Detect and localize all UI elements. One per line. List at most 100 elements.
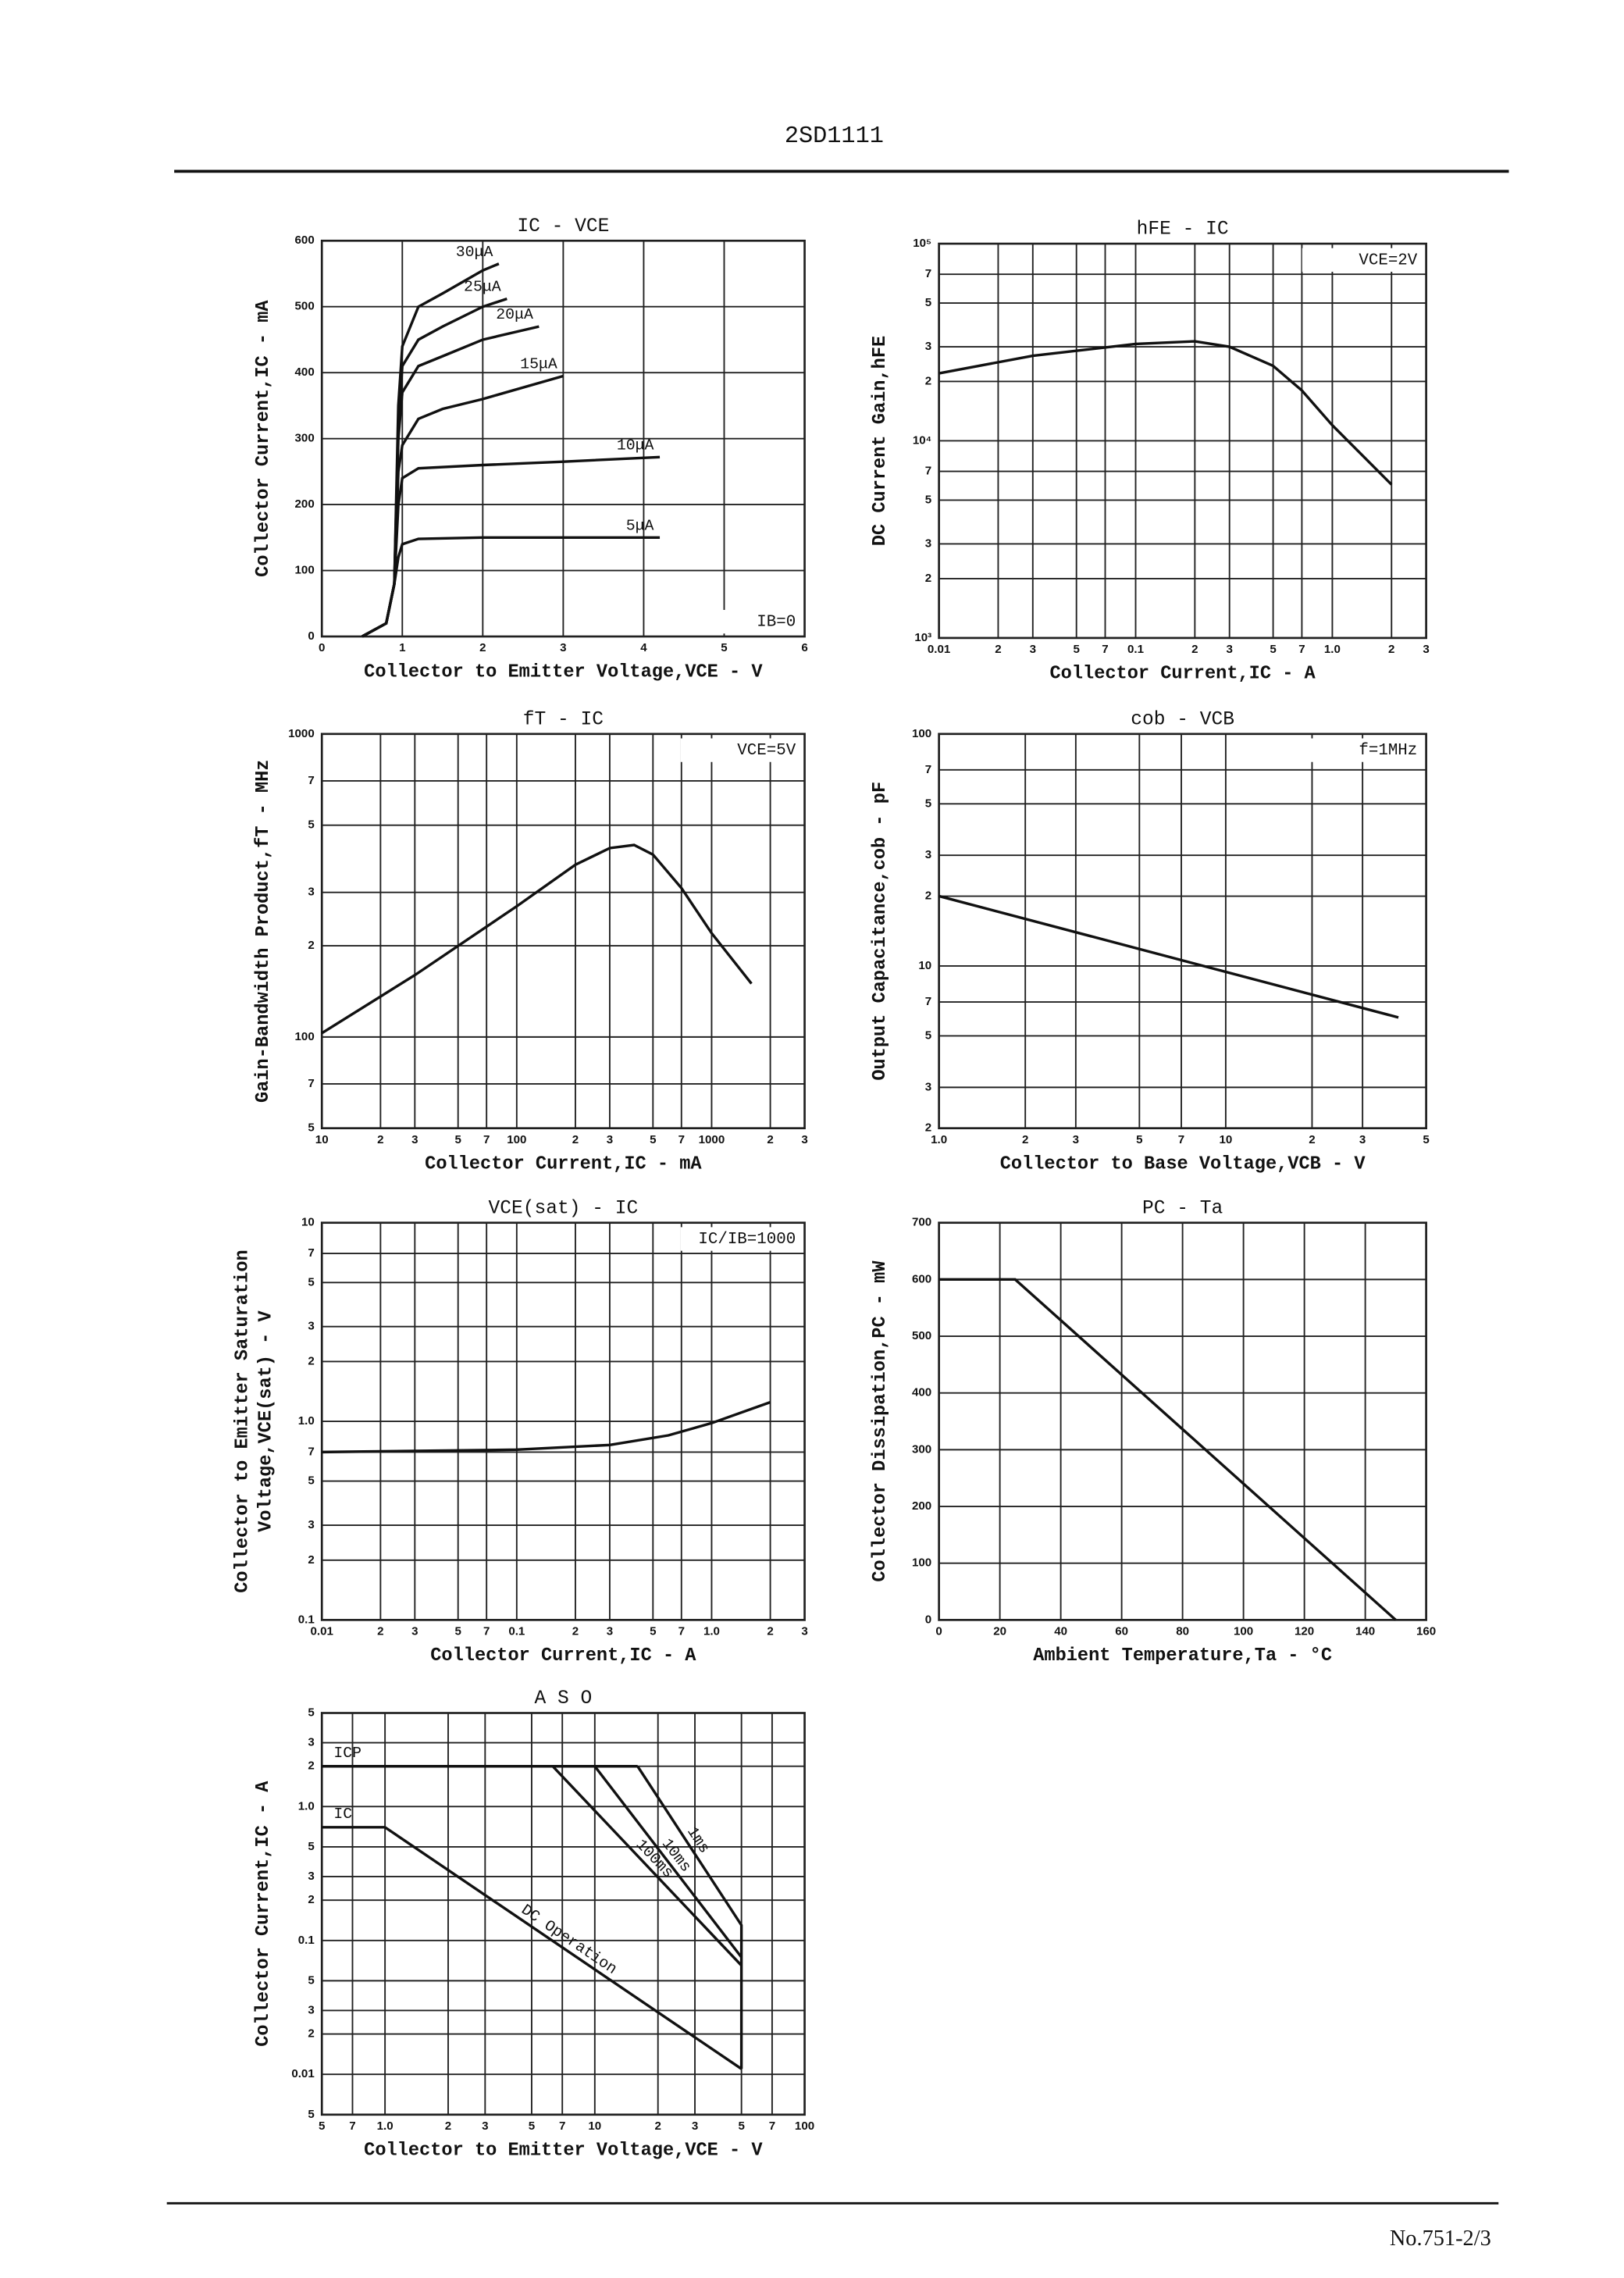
- y-tick-label: 1000: [288, 727, 315, 740]
- y-tick-label: 2: [925, 889, 931, 903]
- x-tick-label: 3: [560, 641, 566, 654]
- x-tick-label: 5: [1073, 643, 1079, 656]
- y-tick-label: 2: [925, 1121, 931, 1135]
- y-tick-label: 1.0: [298, 1414, 315, 1428]
- curve: [321, 843, 753, 1035]
- x-axis-label: Collector Current,IC - A: [430, 1645, 696, 1667]
- x-tick-label: 2: [1022, 1133, 1028, 1146]
- y-tick-label: 0.1: [298, 1934, 315, 1947]
- x-tick-label: 2: [995, 643, 1001, 656]
- chart-title: IC - VCE: [517, 216, 609, 237]
- x-tick-label: 100: [507, 1133, 526, 1146]
- x-tick-label: 5: [319, 2119, 325, 2133]
- y-tick-label: 2: [308, 2027, 314, 2041]
- y-tick-label: 200: [295, 497, 315, 511]
- x-tick-label: 0.01: [311, 1624, 333, 1638]
- chart-title: hFE - IC: [1137, 219, 1229, 241]
- x-tick-label: 7: [1298, 643, 1305, 656]
- y-tick-label: 400: [912, 1386, 931, 1399]
- x-axis-label: Collector Current,IC - A: [1049, 664, 1316, 685]
- y-tick-label: 2: [925, 374, 931, 387]
- x-tick-label: 2: [767, 1133, 773, 1146]
- y-tick-label: 3: [308, 2003, 314, 2016]
- x-tick-label: 1.0: [377, 2119, 394, 2133]
- y-tick-label: 300: [912, 1442, 931, 1456]
- y-tick-label: 10⁴: [913, 433, 931, 447]
- y-tick-label: 10³: [914, 631, 931, 644]
- x-tick-label: 7: [483, 1133, 490, 1146]
- y-tick-label: 5: [308, 2108, 314, 2121]
- x-tick-label: 2: [1388, 643, 1394, 656]
- x-tick-label: 3: [482, 2119, 488, 2133]
- y-axis-label: Voltage,VCE(sat) - V: [256, 1310, 277, 1531]
- chart-title: A S O: [535, 1688, 593, 1709]
- y-tick-label: 200: [912, 1499, 931, 1513]
- y-tick-label: 1.0: [298, 1799, 315, 1813]
- x-tick-label: 2: [572, 1624, 579, 1638]
- x-tick-label: 7: [559, 2119, 565, 2133]
- y-tick-label: 0: [308, 629, 314, 643]
- x-tick-label: 40: [1054, 1624, 1067, 1638]
- x-axis-label: Collector to Emitter Voltage,VCE - V: [364, 662, 763, 683]
- x-tick-label: 2: [1191, 643, 1198, 656]
- y-tick-label: 5: [308, 1706, 314, 1719]
- annotation-box: [1302, 738, 1421, 762]
- y-tick-label: 3: [925, 537, 931, 550]
- x-tick-label: 3: [1030, 643, 1036, 656]
- y-axis-label: Gain-Bandwidth Product,fT - MHz: [253, 760, 274, 1103]
- y-tick-label: 0.1: [298, 1613, 315, 1626]
- y-tick-label: 600: [295, 234, 315, 247]
- y-tick-label: 5: [308, 1121, 314, 1135]
- y-axis-label: Collector to Emitter Saturation: [232, 1250, 253, 1593]
- x-tick-label: 2: [1309, 1133, 1315, 1146]
- annotation: f=1MHz: [1359, 742, 1417, 760]
- x-tick-label: 2: [445, 2119, 451, 2133]
- y-tick-label: 5: [308, 818, 314, 832]
- y-tick-label: 2: [308, 1553, 314, 1567]
- y-tick-label: 5: [925, 493, 931, 506]
- header: 2SD1111: [785, 123, 884, 150]
- x-tick-label: 120: [1295, 1624, 1314, 1638]
- x-tick-label: 5: [1270, 643, 1276, 656]
- y-tick-label: 10⁵: [913, 237, 931, 250]
- y-tick-label: 2: [308, 939, 314, 952]
- y-tick-label: 3: [308, 1518, 314, 1531]
- curve: [938, 894, 1399, 1019]
- y-tick-label: 2: [308, 1893, 314, 1906]
- x-tick-label: 7: [678, 1133, 685, 1146]
- x-tick-label: 1000: [699, 1133, 725, 1146]
- x-tick-label: 3: [607, 1624, 613, 1638]
- x-tick-label: 3: [692, 2119, 698, 2133]
- y-tick-label: 10: [918, 959, 931, 972]
- x-tick-label: 5: [454, 1624, 461, 1638]
- y-tick-label: 5: [308, 1275, 314, 1289]
- x-tick-label: 3: [801, 1133, 807, 1146]
- x-tick-label: 5: [738, 2119, 744, 2133]
- y-tick-label: 7: [925, 465, 931, 478]
- x-tick-label: 0.1: [508, 1624, 525, 1638]
- x-axis-label: Collector Current,IC - mA: [425, 1153, 702, 1175]
- y-tick-label: 3: [308, 1736, 314, 1749]
- x-tick-label: 0.01: [928, 643, 950, 656]
- y-axis-label: Collector Current,IC - mA: [253, 300, 274, 577]
- x-tick-label: 100: [1234, 1624, 1253, 1638]
- x-tick-label: 2: [377, 1133, 383, 1146]
- y-tick-label: 5: [925, 1028, 931, 1042]
- series-label: ICP: [333, 1744, 361, 1762]
- y-axis-label: Collector Current,IC - A: [253, 1781, 274, 2047]
- y-tick-label: 100: [912, 727, 931, 740]
- y-axis-label: DC Current Gain,hFE: [870, 336, 891, 546]
- curve: [361, 536, 661, 638]
- annotation-box: [680, 738, 799, 762]
- x-tick-label: 5: [454, 1133, 461, 1146]
- x-tick-label: 0.1: [1127, 643, 1144, 656]
- annotation-box: [1302, 248, 1421, 272]
- curve: [938, 340, 1393, 486]
- y-tick-label: 300: [295, 432, 315, 445]
- y-tick-label: 100: [295, 1030, 315, 1043]
- y-tick-label: 0: [925, 1613, 931, 1626]
- y-tick-label: 2: [925, 572, 931, 585]
- series-label: 10μA: [617, 436, 654, 454]
- curve: [593, 1765, 743, 1959]
- x-tick-label: 140: [1355, 1624, 1375, 1638]
